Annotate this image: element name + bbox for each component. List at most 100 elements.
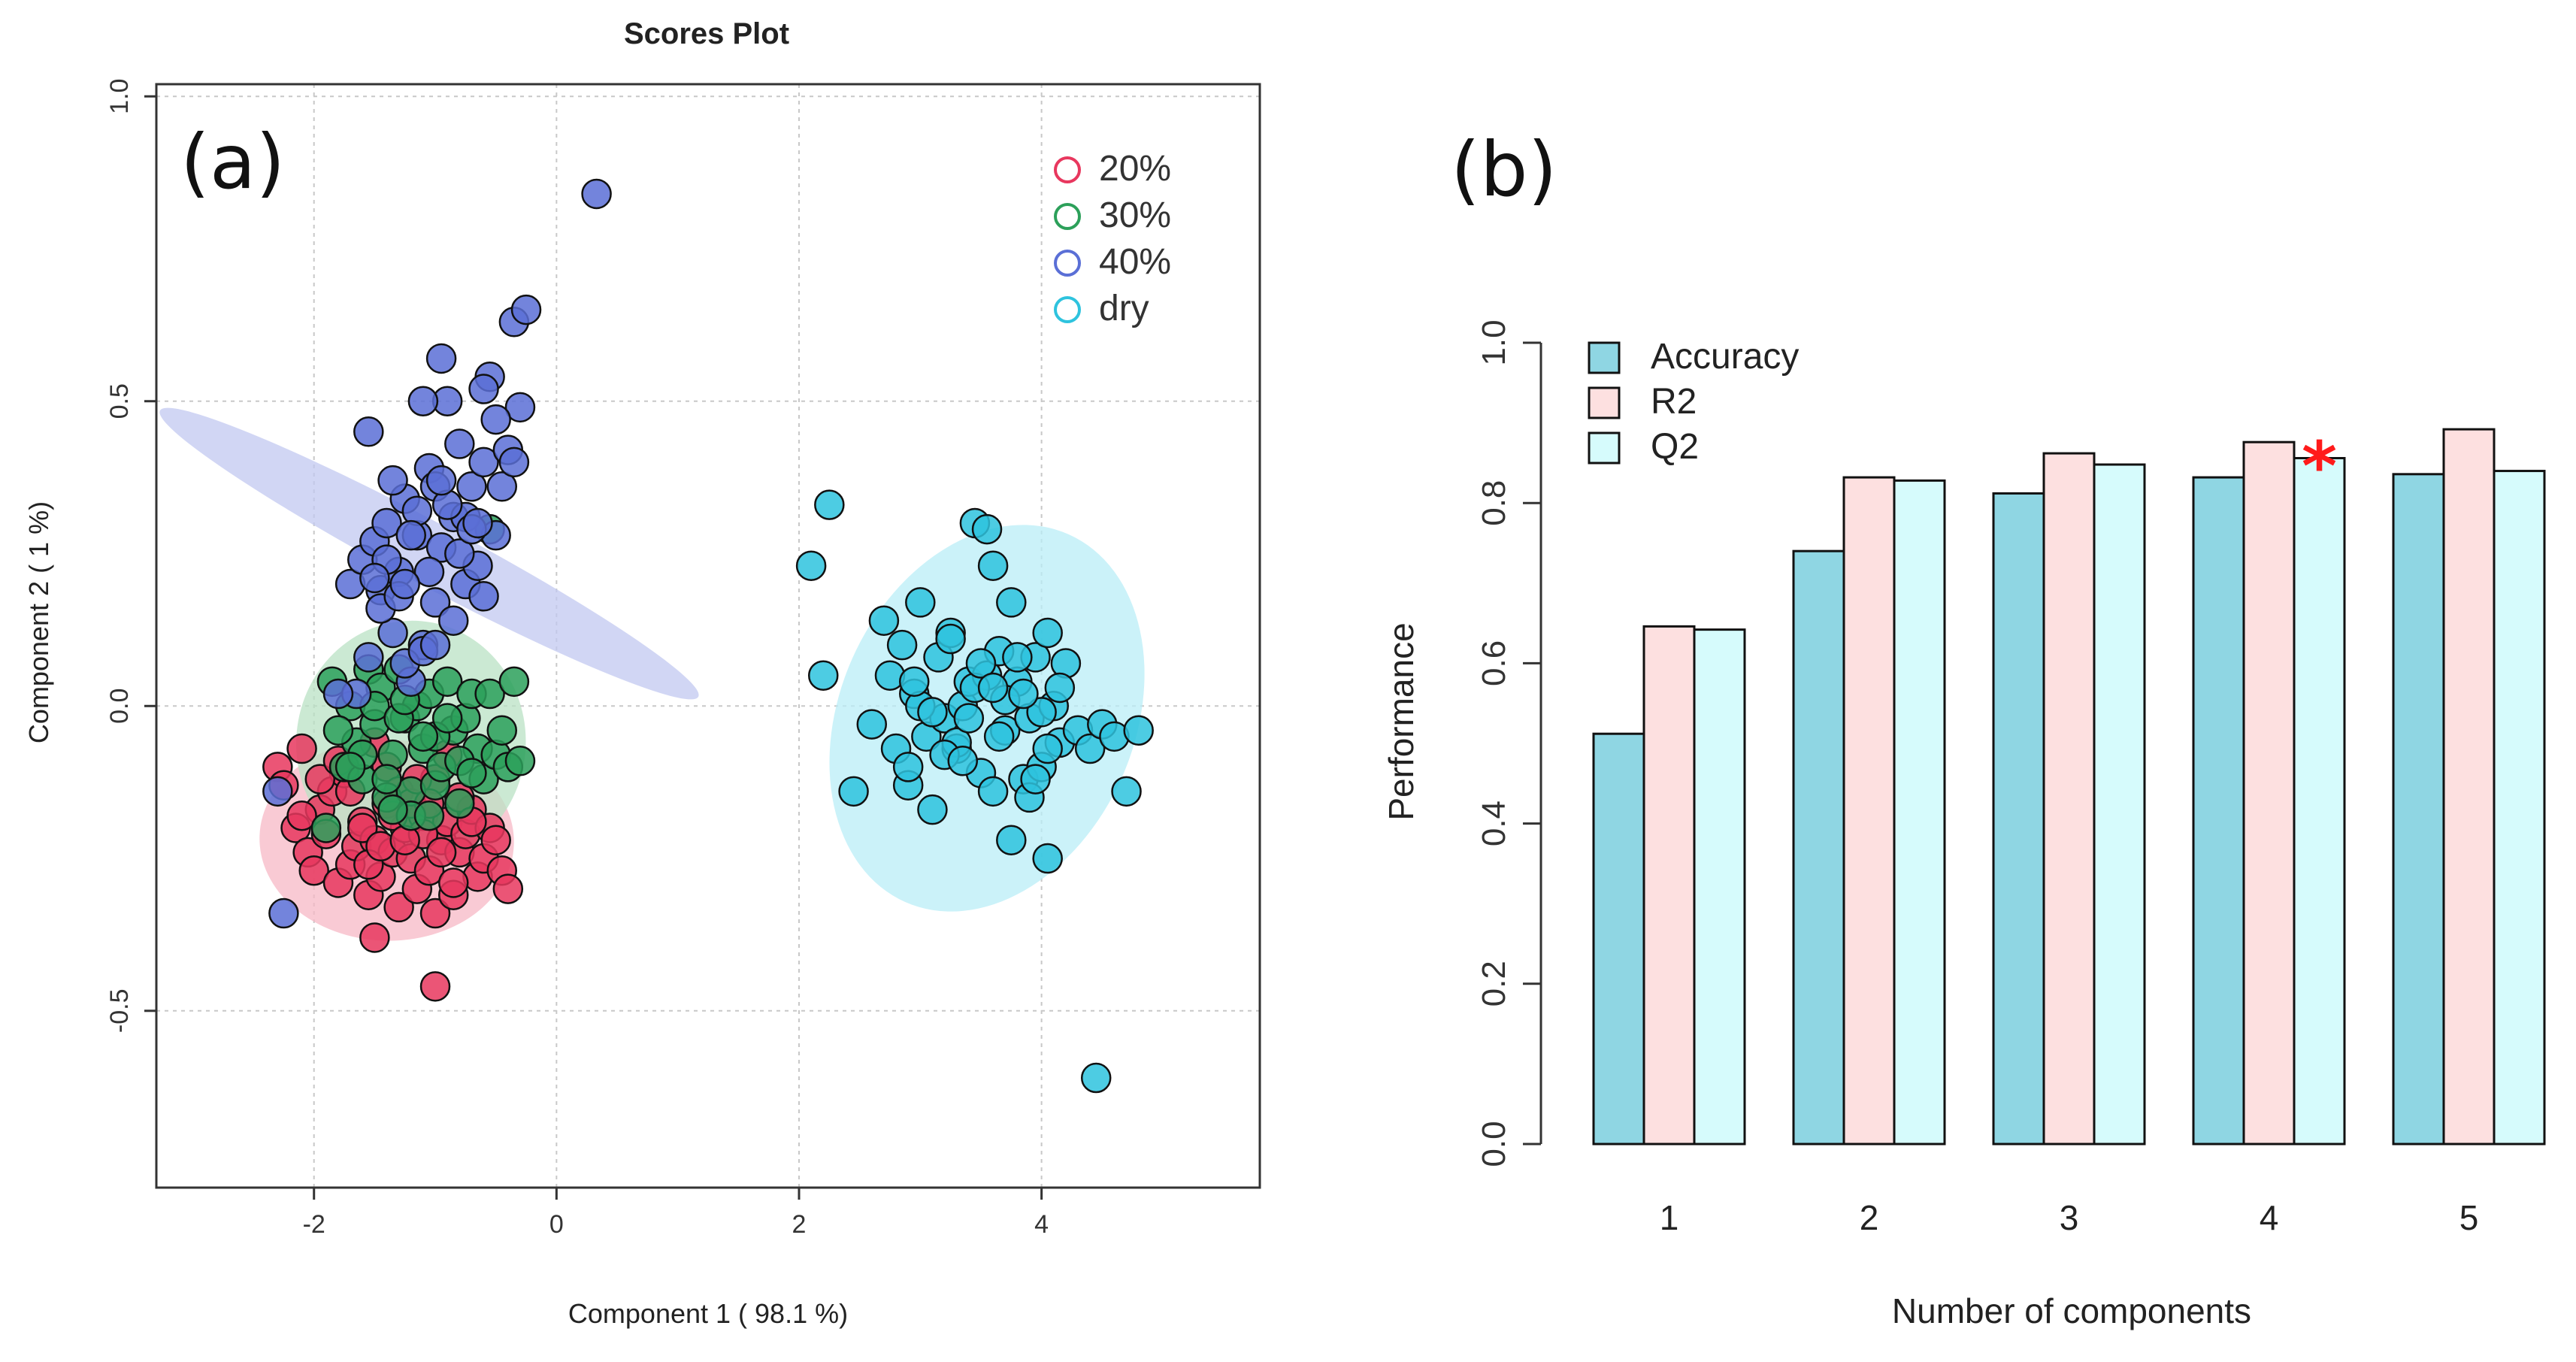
x-tick-label: 4 [1034, 1210, 1049, 1239]
bar-q2-1 [1693, 628, 1746, 1146]
point-dry [856, 709, 888, 740]
bar-accuracy-2 [1792, 549, 1845, 1146]
point-40pct [468, 581, 499, 612]
y-tick-label: 0.0 [105, 689, 134, 724]
ellipse-dry [829, 525, 1145, 912]
x-tick-label: 5 [2459, 1198, 2479, 1237]
point-dry [905, 587, 936, 618]
point-40pct [353, 642, 384, 673]
bar-r2-3 [2042, 452, 2096, 1146]
point-40pct [480, 404, 511, 435]
point-30pct [407, 721, 439, 752]
legend-label: dry [1099, 289, 1149, 328]
scores-plot-title: Scores Plot [624, 17, 789, 50]
legend-swatch-r2 [1588, 386, 1621, 419]
point-30pct [456, 758, 487, 788]
point-dry [917, 794, 948, 825]
legend-marker-30pct [1054, 203, 1081, 230]
point-dry [935, 623, 966, 655]
point-30pct [431, 666, 463, 698]
point-dry [1032, 843, 1063, 874]
bar-accuracy-3 [1992, 492, 2045, 1146]
point-dry [1020, 764, 1051, 794]
point-dry [1026, 697, 1057, 728]
point-30pct [474, 678, 505, 710]
point-40pct [498, 446, 530, 478]
point-dry [1008, 678, 1039, 710]
point-dry [917, 697, 948, 728]
x-tick-label: 0 [549, 1210, 564, 1239]
point-30pct [310, 813, 342, 843]
point-dry [977, 550, 1009, 581]
bar-q2-4 [2293, 457, 2346, 1146]
y-tick-label: 0.4 [1476, 801, 1512, 846]
y-tick-label: 1.0 [1476, 319, 1512, 365]
bar-q2-3 [2093, 463, 2146, 1146]
legend-label: 40% [1099, 242, 1171, 282]
point-40pct [389, 568, 420, 600]
point-40pct [425, 343, 457, 374]
bar-r2-2 [1842, 476, 1896, 1146]
point-dry [892, 752, 924, 782]
point-dry [1002, 642, 1033, 673]
point-20pct [419, 971, 451, 1002]
point-30pct [504, 746, 536, 776]
performance-bars [1592, 428, 2546, 1146]
legend-label: Q2 [1651, 427, 1699, 467]
legend-swatch-accuracy [1588, 341, 1621, 374]
panel-b-label: (b) [1451, 126, 1557, 213]
y-tick-label: 0.5 [105, 383, 134, 419]
point-30pct [334, 752, 366, 782]
point-dry [947, 746, 979, 776]
point-40pct [377, 617, 408, 649]
panel-a-label: (a) [180, 118, 285, 206]
point-dry [1032, 733, 1063, 764]
point-dry [971, 513, 1003, 545]
bar-accuracy-4 [2192, 476, 2245, 1146]
y-axis-label: Component 2 ( 1 %) [23, 501, 54, 743]
point-40pct [419, 629, 451, 661]
point-dry [808, 660, 839, 691]
x-tick-label: 3 [2060, 1198, 2079, 1237]
point-30pct [486, 715, 518, 746]
point-dry [1044, 672, 1076, 704]
y-tick-label: 0.6 [1476, 640, 1512, 686]
point-dry [996, 587, 1027, 618]
scatter-points [262, 178, 1154, 1094]
legend-swatch-q2 [1588, 431, 1621, 465]
point-40pct [504, 392, 536, 423]
scores-plot-frame [155, 83, 1261, 1189]
bar-r2-4 [2242, 440, 2296, 1146]
x-tick-label: 2 [792, 1210, 807, 1239]
point-dry [965, 648, 997, 679]
scores-plot-panel: Scores Plot (a) -2 0 2 4 -0.5 0.0 0.5 1.0 Comp… [23, 17, 1261, 1329]
point-20pct [419, 897, 451, 929]
point-40pct [377, 465, 408, 496]
point-40pct [444, 428, 475, 459]
bar-accuracy-5 [2392, 473, 2445, 1146]
point-20pct [347, 813, 378, 843]
point-dry [977, 672, 1009, 704]
point-40pct [262, 776, 293, 807]
performance-x-ticks: 1 2 3 4 5 [1660, 1198, 2479, 1237]
point-40pct [395, 519, 427, 551]
scores-plot-legend: 20% 30% 40% dry [1054, 149, 1171, 328]
point-40pct [371, 507, 402, 539]
x-tick-label: 4 [2260, 1198, 2279, 1237]
legend-marker-dry [1054, 296, 1081, 323]
point-20pct [383, 891, 414, 923]
x-tick-label: 2 [1860, 1198, 1879, 1237]
point-20pct [304, 764, 336, 794]
bar-r2-5 [2442, 428, 2496, 1146]
point-20pct [286, 801, 317, 831]
point-dry [886, 629, 918, 661]
best-model-star: * [2302, 428, 2337, 507]
y-tick-label: 0.0 [1476, 1121, 1512, 1167]
x-tick-label: -2 [303, 1210, 325, 1239]
x-axis-ticks: -2 0 2 4 [303, 1188, 1049, 1239]
performance-legend: Accuracy R2 Q2 [1588, 337, 1799, 467]
bar-r2-1 [1642, 625, 1696, 1146]
point-dry [898, 666, 930, 698]
point-dry [977, 776, 1009, 807]
